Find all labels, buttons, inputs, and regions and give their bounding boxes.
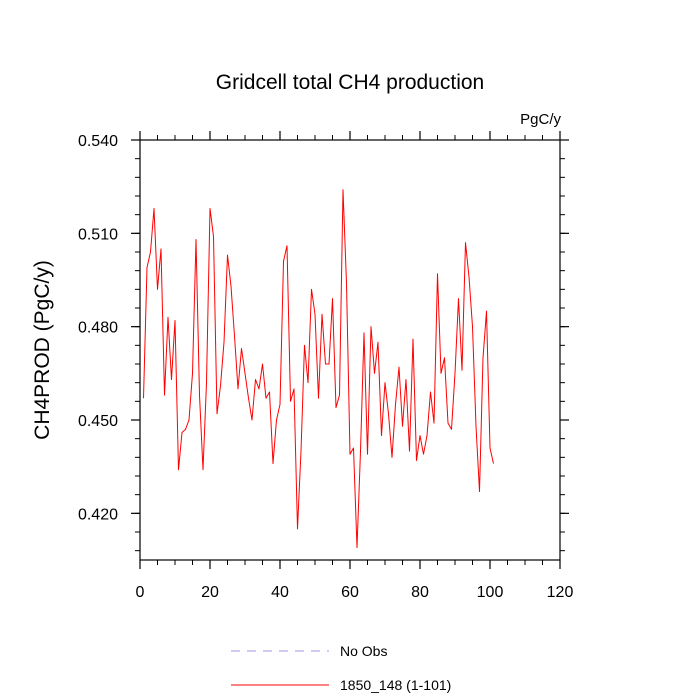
legend-label: 1850_148 (1-101) — [340, 677, 451, 693]
plot-frame — [139, 139, 561, 561]
y-tick-label: 0.480 — [78, 320, 118, 337]
x-tick-label: 20 — [201, 584, 219, 601]
y-tick-label: 0.510 — [78, 226, 118, 243]
units-label: PgC/y — [520, 111, 561, 128]
x-tick-label: 80 — [411, 584, 429, 601]
chart-title: Gridcell total CH4 production — [216, 71, 484, 94]
x-tick-label: 120 — [547, 584, 574, 601]
series-line — [143, 189, 494, 549]
y-axis-label: CH4PROD (PgC/y) — [31, 260, 54, 440]
legend-label: No Obs — [340, 643, 387, 659]
legend: No Obs 1850_148 (1-101) — [231, 643, 451, 693]
x-tick-label: 100 — [477, 584, 504, 601]
series-layer — [143, 189, 494, 549]
y-tick-label: 0.420 — [78, 506, 118, 523]
y-tick-label: 0.450 — [78, 413, 118, 430]
axis-ticks: 0 20 40 60 80 100 120 0.420 0.450 0.480 0.510 0.540 — [78, 131, 573, 601]
x-tick-label: 40 — [271, 584, 289, 601]
x-tick-label: 0 — [136, 584, 145, 601]
x-tick-label: 60 — [341, 584, 359, 601]
y-tick-label: 0.540 — [78, 133, 118, 150]
